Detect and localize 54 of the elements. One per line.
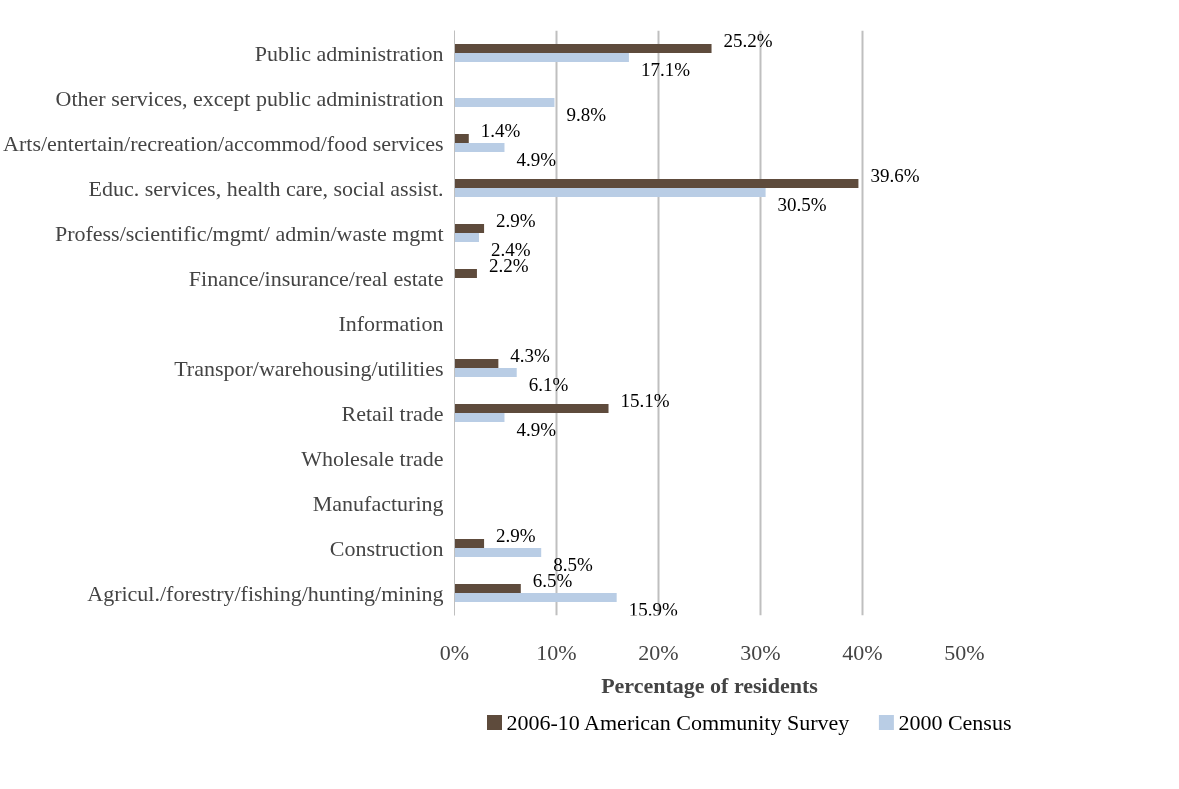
legend-label: 2000 Census bbox=[898, 710, 1012, 735]
data-label: 4.9% bbox=[516, 419, 557, 440]
bar bbox=[454, 404, 609, 413]
bar bbox=[454, 44, 712, 53]
bar bbox=[454, 269, 477, 278]
data-label: 15.9% bbox=[628, 599, 678, 620]
x-axis-title: Percentage of residents bbox=[601, 672, 819, 698]
y-tick-label: Construction bbox=[329, 535, 444, 561]
data-label: 15.1% bbox=[620, 390, 670, 411]
bar bbox=[454, 98, 555, 107]
bar bbox=[454, 53, 629, 62]
data-label: 25.2% bbox=[723, 30, 773, 51]
x-tick-label: 40% bbox=[842, 639, 883, 665]
bar bbox=[454, 413, 505, 422]
x-tick-label: 10% bbox=[536, 639, 577, 665]
data-label: 9.8% bbox=[566, 104, 607, 125]
data-label: 2.9% bbox=[496, 210, 536, 231]
bar bbox=[454, 584, 521, 593]
x-tick-label: 30% bbox=[740, 639, 781, 665]
x-tick-label: 0% bbox=[439, 639, 470, 665]
bar bbox=[454, 593, 617, 602]
y-tick-label: Agricul./forestry/fishing/hunting/mining bbox=[87, 580, 444, 606]
bar bbox=[454, 179, 859, 188]
y-tick-label: Wholesale trade bbox=[301, 445, 444, 471]
data-label: 6.1% bbox=[528, 374, 569, 395]
bar bbox=[454, 134, 469, 143]
data-label: 17.1% bbox=[640, 59, 691, 80]
bar bbox=[454, 359, 499, 368]
y-tick-label: Transpor/warehousing/utilities bbox=[174, 355, 444, 381]
y-tick-label: Other services, except public administration bbox=[55, 85, 444, 111]
bar bbox=[454, 539, 485, 548]
y-tick-label: Retail trade bbox=[341, 400, 444, 426]
bar bbox=[454, 233, 479, 242]
x-tick-label: 50% bbox=[944, 639, 985, 665]
y-tick-label: Information bbox=[338, 310, 444, 336]
data-label: 4.3% bbox=[510, 345, 551, 366]
y-tick-label: Profess/scientific/mgmt/ admin/waste mgmt bbox=[54, 220, 444, 246]
y-tick-label: Finance/insurance/real estate bbox=[188, 265, 444, 291]
data-label: 2.9% bbox=[496, 525, 536, 546]
data-label: 4.9% bbox=[516, 149, 557, 170]
y-tick-label: Public administration bbox=[254, 40, 444, 66]
data-label: 39.6% bbox=[870, 165, 920, 186]
y-tick-label: Manufacturing bbox=[312, 490, 444, 516]
legend-label: 2006-10 American Community Survey bbox=[506, 710, 850, 735]
bar bbox=[454, 188, 766, 197]
data-label: 1.4% bbox=[480, 120, 521, 141]
bar bbox=[454, 143, 505, 152]
bar bbox=[454, 548, 542, 557]
y-tick-label: Arts/entertain/recreation/accommod/food services bbox=[3, 130, 444, 156]
bar bbox=[454, 368, 517, 377]
data-label: 30.5% bbox=[777, 194, 827, 215]
y-tick-label: Educ. services, health care, social assist. bbox=[88, 175, 444, 201]
bar bbox=[454, 224, 485, 233]
x-tick-label: 20% bbox=[638, 639, 679, 665]
